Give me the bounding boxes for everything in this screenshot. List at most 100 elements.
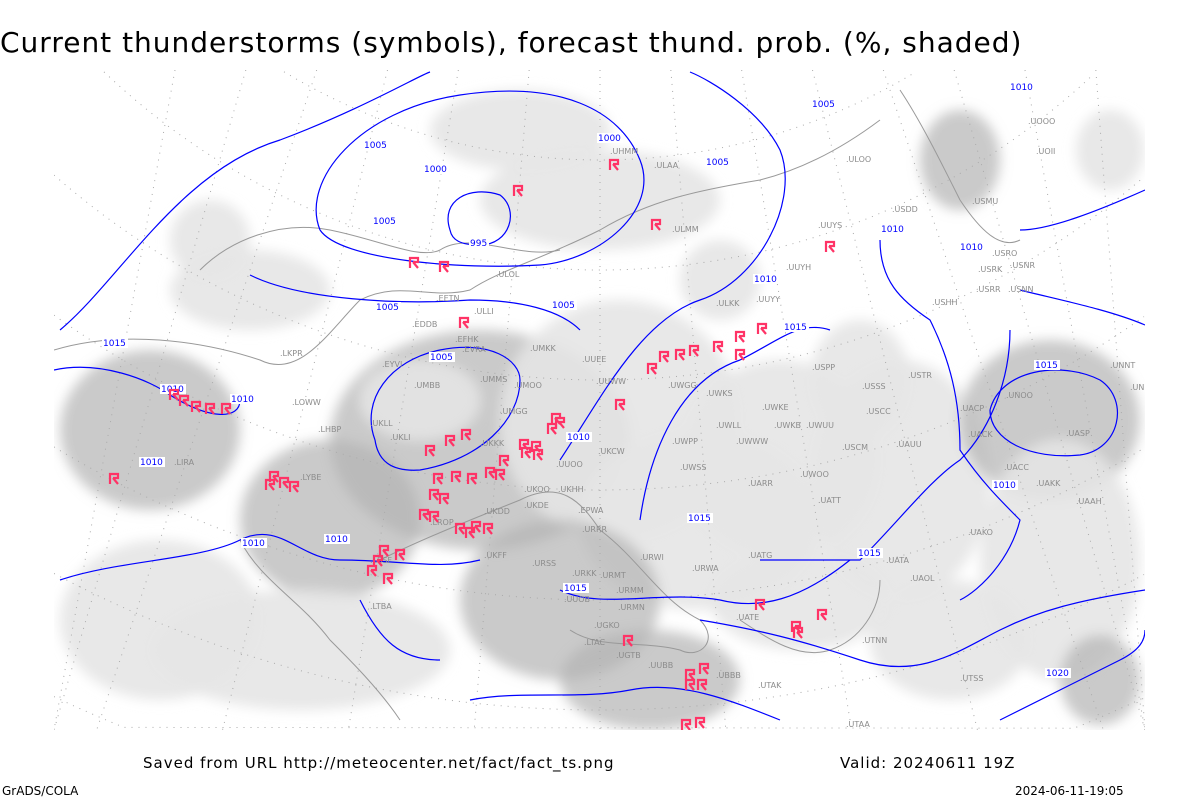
- thunderstorm-symbols: [108, 158, 836, 730]
- station-label: .UMMS: [480, 375, 507, 384]
- probability-area: [1076, 110, 1144, 190]
- station-label: .UBBB: [716, 671, 741, 680]
- station-label: .UOII: [1036, 147, 1055, 156]
- station-label: .EPWA: [578, 506, 604, 515]
- thunderstorm-symbol-icon: [438, 260, 450, 273]
- isobar-label: 1010: [325, 535, 348, 545]
- isobar-label-bg: [372, 216, 398, 226]
- station-label: .UKHH: [558, 485, 584, 494]
- thunderstorm-symbol-icon: [614, 398, 626, 411]
- probability-area: [430, 90, 610, 170]
- thunderstorm-symbol-icon: [464, 526, 476, 539]
- station-label: .UNNT: [1110, 361, 1135, 370]
- isobar-label: 1015: [784, 323, 807, 333]
- thunderstorm-symbol-icon: [734, 330, 746, 343]
- station-label: .UUOO: [556, 460, 583, 469]
- isobar-label-bg: [375, 302, 401, 312]
- thunderstorm-symbol-icon: [658, 350, 670, 363]
- station-label: .UKLI: [390, 433, 410, 442]
- isobar-label: 1015: [688, 514, 711, 524]
- thunderstorm-symbol-icon: [418, 508, 430, 521]
- map-title: Current thunderstorms (symbols), forecas…: [0, 26, 1023, 59]
- thunderstorm-symbol-icon: [460, 428, 472, 441]
- isobar-label-bg: [566, 432, 592, 442]
- thunderstorm-symbol-icon: [712, 340, 724, 353]
- station-label: .URMM: [616, 586, 644, 595]
- thunderstorm-symbol-icon: [450, 470, 462, 483]
- isobar-label-bg: [469, 238, 489, 248]
- station-label: .USNN: [1008, 285, 1033, 294]
- thunderstorm-symbol-icon: [108, 472, 120, 485]
- isobar-line: [249, 274, 581, 331]
- station-label: .URWI: [640, 553, 664, 562]
- station-label: .EFHK: [455, 335, 479, 344]
- station-label: .UWGG: [668, 381, 697, 390]
- probability-area: [360, 360, 480, 440]
- isobar-line: [447, 191, 511, 246]
- station-label: .LTAC: [584, 638, 605, 647]
- station-label: .ULKK: [716, 299, 740, 308]
- isobar-label: 1010: [231, 395, 254, 405]
- station-label: .UACP: [960, 404, 984, 413]
- isobar-label-bg: [241, 538, 267, 548]
- thunderstorm-symbol-icon: [608, 158, 620, 171]
- station-label: .ULAA: [654, 161, 679, 170]
- station-label: .LROP: [430, 518, 454, 527]
- station-label: .UATE: [736, 613, 759, 622]
- isobar-label-bg: [1009, 82, 1035, 92]
- thunderstorm-symbol-icon: [482, 522, 494, 535]
- station-label: .USTR: [908, 371, 932, 380]
- station-label: .UKFF: [484, 551, 507, 560]
- station-label: .UATT: [818, 496, 841, 505]
- isobar-label: 1005: [373, 217, 396, 227]
- probability-area: [60, 540, 260, 700]
- thunderstorm-symbol-icon: [444, 434, 456, 447]
- isobar-label: 1000: [598, 134, 621, 144]
- thunderstorm-symbol-icon: [428, 510, 440, 523]
- thunderstorm-symbol-icon: [454, 522, 466, 535]
- station-label: .UWWW: [736, 437, 768, 446]
- isobar-line: [989, 369, 1118, 457]
- isobar-line: [999, 629, 1145, 721]
- isobar-label: 1010: [242, 539, 265, 549]
- parallel: [54, 314, 1145, 491]
- station-label: .USMU: [972, 197, 998, 206]
- thunderstorm-symbol-icon: [546, 422, 558, 435]
- thunderstorm-symbol-icon: [438, 492, 450, 505]
- thunderstorm-symbol-icon: [394, 548, 406, 561]
- isobar-label-bg: [1034, 360, 1060, 370]
- isobar-label-bg: [139, 457, 165, 467]
- station-label: .URMN: [618, 603, 645, 612]
- station-label: .UGTB: [616, 651, 641, 660]
- station-label: .UKLL: [370, 419, 393, 428]
- coastline: [239, 539, 401, 721]
- probability-area: [560, 630, 740, 730]
- station-label: .UKDD: [484, 507, 510, 516]
- isobar-label-bg: [959, 242, 985, 252]
- probability-area: [480, 150, 720, 250]
- isobar-line: [370, 346, 521, 471]
- isobar-label-bg: [705, 157, 731, 167]
- station-label: .LHBP: [318, 425, 342, 434]
- station-label: .USRO: [992, 249, 1017, 258]
- isobar-label: 1005: [706, 158, 729, 168]
- station-label: .UUEE: [582, 355, 606, 364]
- thunderstorm-symbol-icon: [734, 348, 746, 361]
- station-label: .UUBB: [648, 661, 673, 670]
- isobar-label-bg: [783, 322, 809, 332]
- station-label: .ULOO: [846, 155, 871, 164]
- isobar-label: 1005: [364, 141, 387, 151]
- station-label: .LKPR: [280, 349, 303, 358]
- station-label: .UAUU: [896, 440, 922, 449]
- thunderstorm-symbol-icon: [698, 662, 710, 675]
- station-label: .UAOL: [910, 574, 935, 583]
- station-label: .UACC: [1004, 463, 1029, 472]
- station-label: .EYVI: [382, 360, 402, 369]
- parallel: [103, 71, 1095, 271]
- thunderstorm-symbol-icon: [366, 564, 378, 577]
- isobar-label-bg: [324, 534, 350, 544]
- thunderstorm-symbol-icon: [554, 416, 566, 429]
- station-label: .LTBA: [370, 602, 392, 611]
- station-label: .UMBB: [414, 381, 440, 390]
